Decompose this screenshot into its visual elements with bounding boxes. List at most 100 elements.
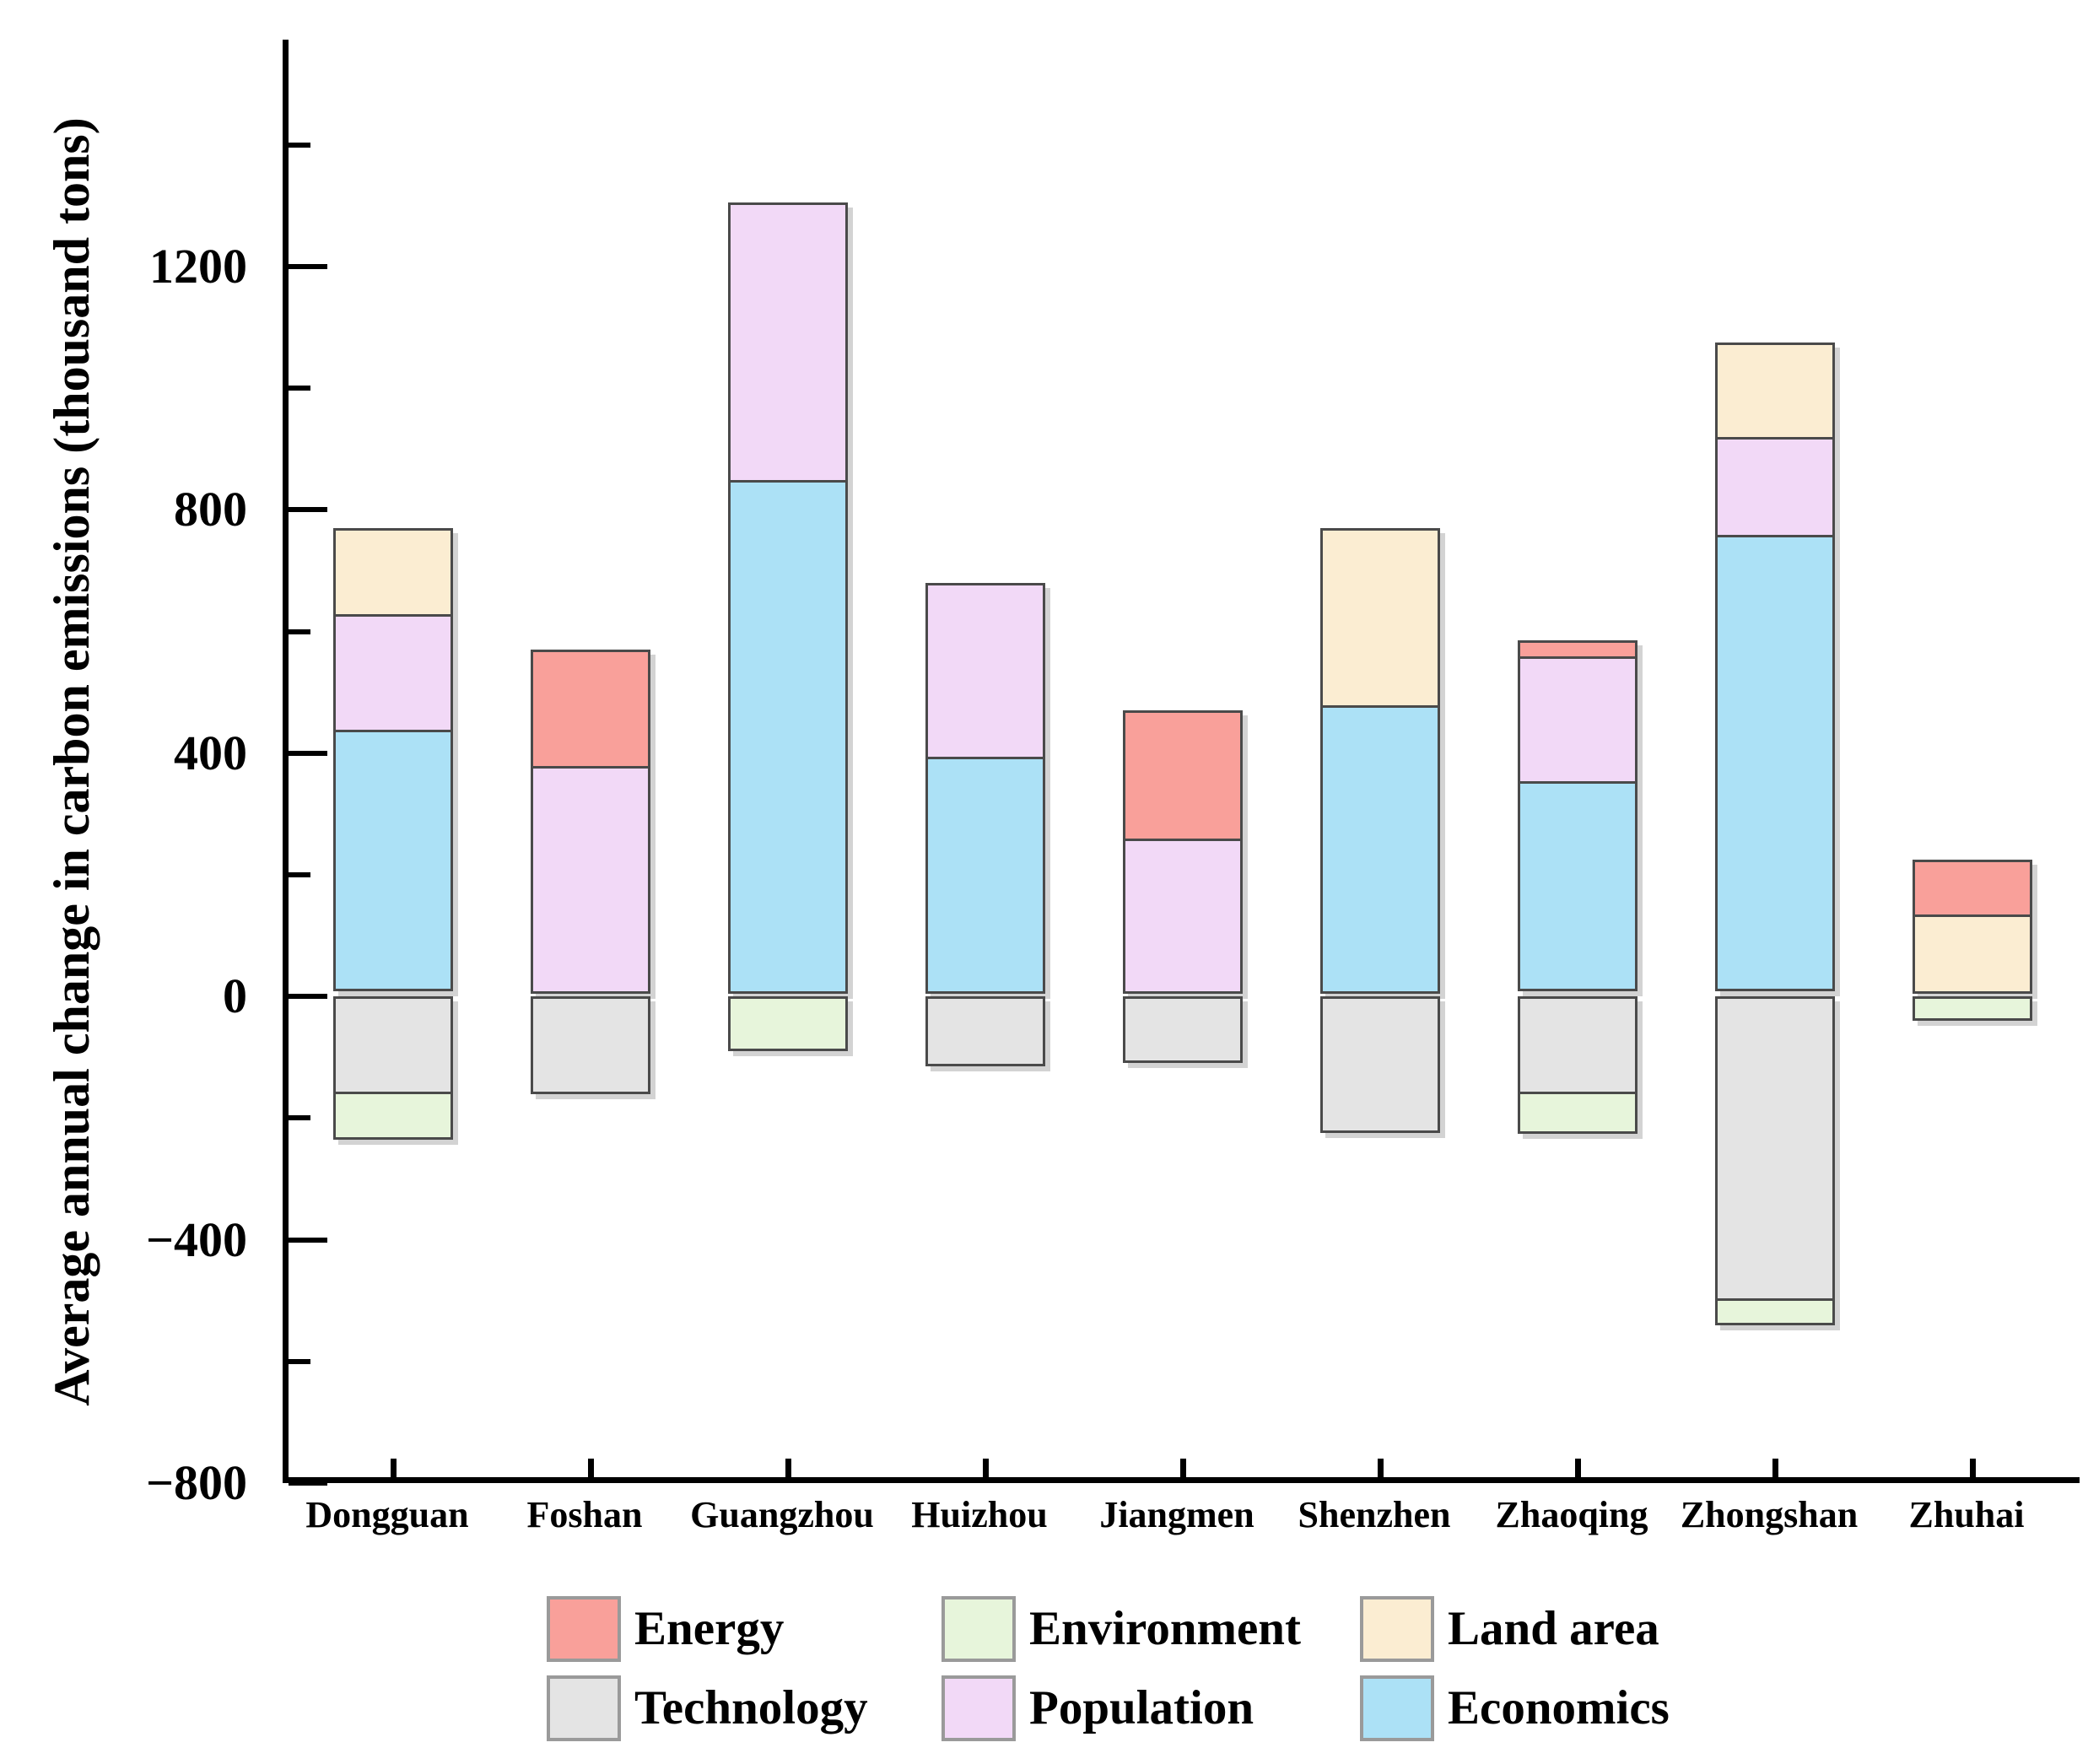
bar-positive-guangzhou	[728, 202, 848, 995]
y-major-tick	[289, 1237, 327, 1243]
bar-segment-population	[728, 202, 848, 483]
bar-positive-foshan	[531, 650, 650, 995]
x-tick	[391, 1459, 397, 1477]
x-category-label: Foshan	[526, 1494, 643, 1535]
y-tick-label: 1200	[149, 238, 247, 294]
bar-segment-technology	[1123, 996, 1243, 1064]
y-tick-label: −800	[145, 1455, 247, 1510]
y-tick-label: −400	[145, 1211, 247, 1267]
y-tick-label: 0	[223, 968, 247, 1024]
legend-label: Land area	[1448, 1602, 1659, 1655]
bar-segment-technology	[333, 996, 453, 1094]
bar-negative-dongguan	[333, 996, 453, 1141]
bar-negative-huizhou	[925, 996, 1045, 1067]
bar-segment-environment	[1518, 1091, 1637, 1134]
legend-item-population: Population	[941, 1675, 1360, 1742]
legend-label: Energy	[634, 1602, 785, 1655]
bar-positive-jiangmen	[1123, 710, 1243, 995]
y-major-tick	[289, 994, 327, 1000]
x-category-label: Huizhou	[911, 1494, 1048, 1535]
bar-negative-zhaoqing	[1518, 996, 1637, 1134]
legend-item-energy: Energy	[547, 1595, 941, 1663]
bar-negative-jiangmen	[1123, 996, 1243, 1064]
x-category-label: Guangzhou	[690, 1494, 874, 1535]
x-category-label: Jiangmen	[1099, 1494, 1254, 1535]
x-category-label: Zhongshan	[1680, 1494, 1859, 1535]
y-minor-tick	[289, 1358, 310, 1364]
bar-negative-shenzhen	[1320, 996, 1440, 1134]
bar-segment-energy	[531, 650, 650, 769]
legend-row: Energy Environment Land area	[547, 1595, 1930, 1663]
x-category-label: Shenzhen	[1298, 1494, 1451, 1535]
bar-negative-zhongshan	[1715, 996, 1835, 1326]
bar-segment-environment	[728, 996, 848, 1052]
bar-segment-population	[333, 613, 453, 733]
bar-segment-land-area	[1320, 527, 1440, 708]
legend-swatch-population	[941, 1675, 1016, 1741]
bar-segment-technology	[1518, 996, 1637, 1094]
legend-item-land-area: Land area	[1360, 1595, 1816, 1663]
bar-segment-technology	[531, 996, 650, 1094]
legend-swatch-land-area	[1360, 1596, 1434, 1662]
bar-segment-population	[1715, 437, 1835, 538]
x-tick	[1378, 1459, 1384, 1477]
plot-area	[283, 40, 2080, 1486]
bar-segment-economics	[728, 479, 848, 995]
bar-segment-environment	[1715, 1297, 1835, 1326]
bar-segment-energy	[1123, 710, 1243, 842]
bar-segment-land-area	[1715, 343, 1835, 440]
bar-segment-environment	[333, 1091, 453, 1141]
legend: Energy Environment Land area Technology Popu…	[547, 1595, 1930, 1754]
bar-segment-energy	[1913, 859, 2032, 918]
legend-label: Technology	[634, 1681, 868, 1734]
x-category-label: Zhuhai	[1908, 1494, 2025, 1535]
bar-positive-huizhou	[925, 582, 1045, 995]
bar-segment-economics	[333, 730, 453, 992]
y-major-tick	[289, 750, 327, 756]
bar-segment-land-area	[333, 527, 453, 617]
y-tick-label: 800	[174, 482, 247, 537]
bar-segment-population	[531, 765, 650, 995]
legend-item-technology: Technology	[547, 1675, 941, 1742]
y-minor-tick	[289, 386, 310, 391]
bar-positive-zhongshan	[1715, 343, 1835, 992]
bar-segment-technology	[1715, 996, 1835, 1301]
y-tick-label: 400	[174, 725, 247, 780]
legend-item-environment: Environment	[941, 1595, 1360, 1663]
bar-positive-zhuhai	[1913, 859, 2032, 995]
x-tick	[1970, 1459, 1976, 1477]
bar-segment-economics	[1715, 535, 1835, 992]
y-major-tick	[289, 1481, 327, 1486]
bar-positive-shenzhen	[1320, 527, 1440, 995]
bar-segment-population	[1518, 656, 1637, 785]
x-tick	[1575, 1459, 1581, 1477]
legend-label: Environment	[1029, 1602, 1301, 1655]
bar-segment-economics	[1518, 781, 1637, 992]
y-minor-tick	[289, 1115, 310, 1121]
legend-swatch-economics	[1360, 1675, 1434, 1741]
bar-segment-population	[1123, 839, 1243, 995]
legend-label: Economics	[1448, 1681, 1670, 1734]
x-tick	[588, 1459, 594, 1477]
y-major-tick	[289, 263, 327, 269]
legend-swatch-environment	[941, 1596, 1016, 1662]
y-minor-tick	[289, 142, 310, 148]
bar-segment-land-area	[1913, 914, 2032, 995]
bar-segment-population	[925, 582, 1045, 759]
x-tick	[1180, 1459, 1186, 1477]
bar-negative-zhuhai	[1913, 996, 2032, 1021]
legend-label: Population	[1029, 1681, 1254, 1734]
x-tick	[983, 1459, 989, 1477]
x-category-label: Dongguan	[305, 1494, 469, 1535]
legend-swatch-energy	[547, 1596, 621, 1662]
bar-segment-technology	[925, 996, 1045, 1067]
bar-segment-economics	[1320, 704, 1440, 995]
x-tick	[1772, 1459, 1778, 1477]
x-category-label: Zhaoqing	[1495, 1494, 1648, 1535]
bar-positive-zhaoqing	[1518, 640, 1637, 992]
legend-row: Technology Population Economics	[547, 1675, 1930, 1742]
y-minor-tick	[289, 871, 310, 877]
bar-segment-economics	[925, 756, 1045, 995]
y-major-tick	[289, 507, 327, 513]
